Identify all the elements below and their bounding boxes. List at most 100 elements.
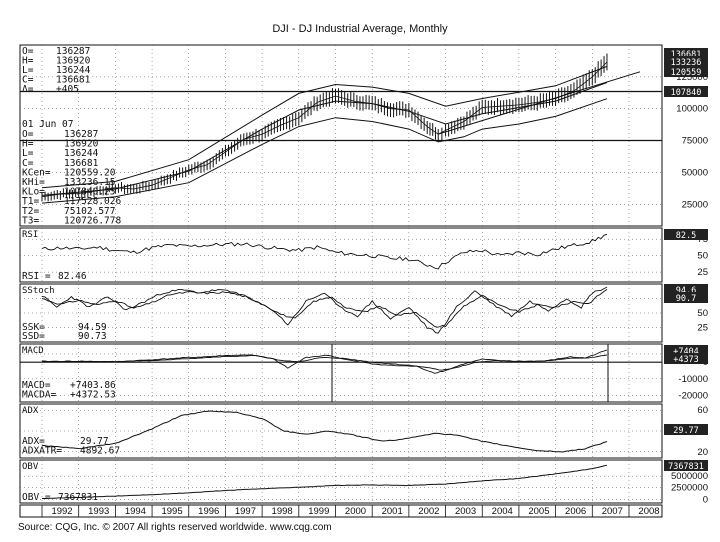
- price-y-tick-label: 50000: [682, 167, 708, 178]
- adx-title: ADX: [22, 406, 39, 416]
- year-tick-label: 2001: [382, 506, 403, 517]
- year-axis-frame: [19, 504, 663, 518]
- year-tick-label: 2002: [418, 506, 439, 517]
- ssd-flag: 90.7: [676, 294, 696, 304]
- indicator-panels: 25000 50000 75000 100000 125000 O= 136287 H= 136…: [19, 44, 708, 518]
- price-readout-label: O=: [22, 46, 34, 57]
- price-readout-value: +405: [56, 84, 79, 95]
- macda-flag: +4373: [673, 355, 699, 365]
- price-flag-box: [664, 66, 708, 77]
- detail-value: 133236.15: [64, 177, 115, 188]
- ssk-line: [41, 286, 608, 334]
- obv-y-tick-label: 5000000: [671, 471, 708, 482]
- detail-label: KHi=: [22, 177, 45, 188]
- price-flag-box: [664, 48, 708, 59]
- detail-value: 120559.20: [64, 167, 116, 178]
- adx-readout-label: ADX=: [22, 436, 45, 447]
- obv-y-tick-label: 0: [703, 494, 708, 505]
- stoch-readout-label: SSK=: [22, 322, 45, 333]
- macd-readout-label: MACD=: [22, 380, 51, 391]
- detail-value: 136681: [64, 158, 99, 169]
- year-tick-label: 2008: [638, 506, 659, 517]
- price-flag: 136681: [671, 50, 702, 60]
- rsi-frame: [19, 227, 663, 283]
- macd-readout-value: +7403.86: [70, 380, 116, 391]
- detail-value: 136287: [64, 129, 98, 140]
- year-tick-label: 1992: [51, 506, 72, 517]
- price-readout-value: 136681: [56, 75, 91, 86]
- macd-title: MACD: [22, 346, 44, 356]
- detail-value: 136244: [64, 148, 99, 159]
- stoch-title: SStoch: [22, 286, 55, 296]
- rsi-title: RSI: [22, 230, 38, 240]
- price-y-tick-label: 25000: [682, 199, 708, 210]
- price-readout-label: L=: [22, 65, 34, 76]
- trend-line: [438, 71, 641, 135]
- macda-flag-box: [664, 353, 708, 364]
- macd-flag: +7404: [673, 347, 699, 357]
- price-flag: 120559: [671, 68, 702, 78]
- price-readout-value: 136287: [56, 46, 90, 57]
- ssd-flag-box: [664, 292, 708, 303]
- detail-value: 107840.25: [64, 187, 115, 198]
- adx-y-tick-label: 60: [697, 405, 708, 416]
- obv-title: OBV: [22, 462, 39, 472]
- detail-label: KLo=: [22, 187, 45, 198]
- keltner-lower-line: [41, 98, 608, 204]
- detail-label: L=: [22, 148, 34, 159]
- adx-line: [41, 410, 608, 453]
- macd-readout-label: MACDA=: [22, 390, 57, 401]
- price-y-tick-label: 100000: [676, 104, 708, 115]
- detail-label: C=: [22, 158, 34, 169]
- macda-line: [41, 354, 608, 371]
- detail-value: 117528.026: [64, 196, 121, 207]
- stoch-readout-label: SSD=: [22, 331, 45, 342]
- adx-flag-box: [664, 424, 708, 435]
- detail-date: 01 Jun 07: [22, 119, 73, 130]
- year-tick-label: 2003: [455, 506, 476, 517]
- macd-highlight-box: [331, 343, 609, 403]
- detail-label: H=: [22, 139, 34, 150]
- detail-label: T1=: [22, 196, 39, 207]
- year-tick-label: 2004: [492, 506, 513, 517]
- adx-flag: 29.77: [673, 426, 699, 436]
- price-readout-value: 136920: [56, 56, 91, 67]
- detail-value: 75102.577: [64, 206, 115, 217]
- detail-label: T2=: [22, 206, 39, 217]
- macd-y-tick-label: -20000: [678, 390, 708, 401]
- obv-line: [42, 464, 608, 499]
- year-tick-label: 1993: [88, 506, 109, 517]
- year-tick-label: 2006: [565, 506, 586, 517]
- detail-label: KCen=: [22, 167, 51, 178]
- detail-label: O=: [22, 129, 34, 140]
- detail-value: 136920: [64, 139, 99, 150]
- year-tick-label: 2005: [528, 506, 549, 517]
- source-note: Source: CQG, Inc. © 2007 All rights rese…: [18, 522, 332, 533]
- rsi-flag-box: [664, 229, 708, 240]
- year-tick-label: 1997: [235, 506, 256, 517]
- detail-value: 120726.778: [64, 215, 121, 226]
- obv-flag-box: [664, 460, 708, 471]
- price-frame: [19, 44, 663, 227]
- price-readout-label: C=: [22, 75, 34, 86]
- rsi-value: 82.46: [58, 271, 87, 282]
- rsi-line: [41, 233, 608, 270]
- detail-label: T3=: [22, 215, 39, 226]
- rsi-y-tick-label: 50: [697, 251, 708, 262]
- year-tick-label: 2007: [602, 506, 623, 517]
- obv-value-label: OBV =: [22, 492, 51, 503]
- rsi-flag: 82.5: [676, 231, 696, 241]
- price-flag-box: [664, 56, 708, 67]
- price-readout-label: H=: [22, 56, 34, 67]
- price-flag-box: [664, 86, 708, 97]
- stoch-readout-value: 90.73: [78, 331, 107, 342]
- rsi-value-label: RSI =: [22, 271, 51, 282]
- price-close-line: [41, 61, 608, 198]
- stoch-y-tick-label: 25: [697, 323, 708, 334]
- chart-title: DJI - DJ Industrial Average, Monthly: [272, 23, 448, 35]
- price-y-tick-label: 125000: [676, 72, 708, 83]
- price-y-tick-label: 75000: [682, 136, 708, 147]
- obv-flag: 7367831: [668, 462, 704, 472]
- adx-readout-label: ADXATR=: [22, 446, 62, 457]
